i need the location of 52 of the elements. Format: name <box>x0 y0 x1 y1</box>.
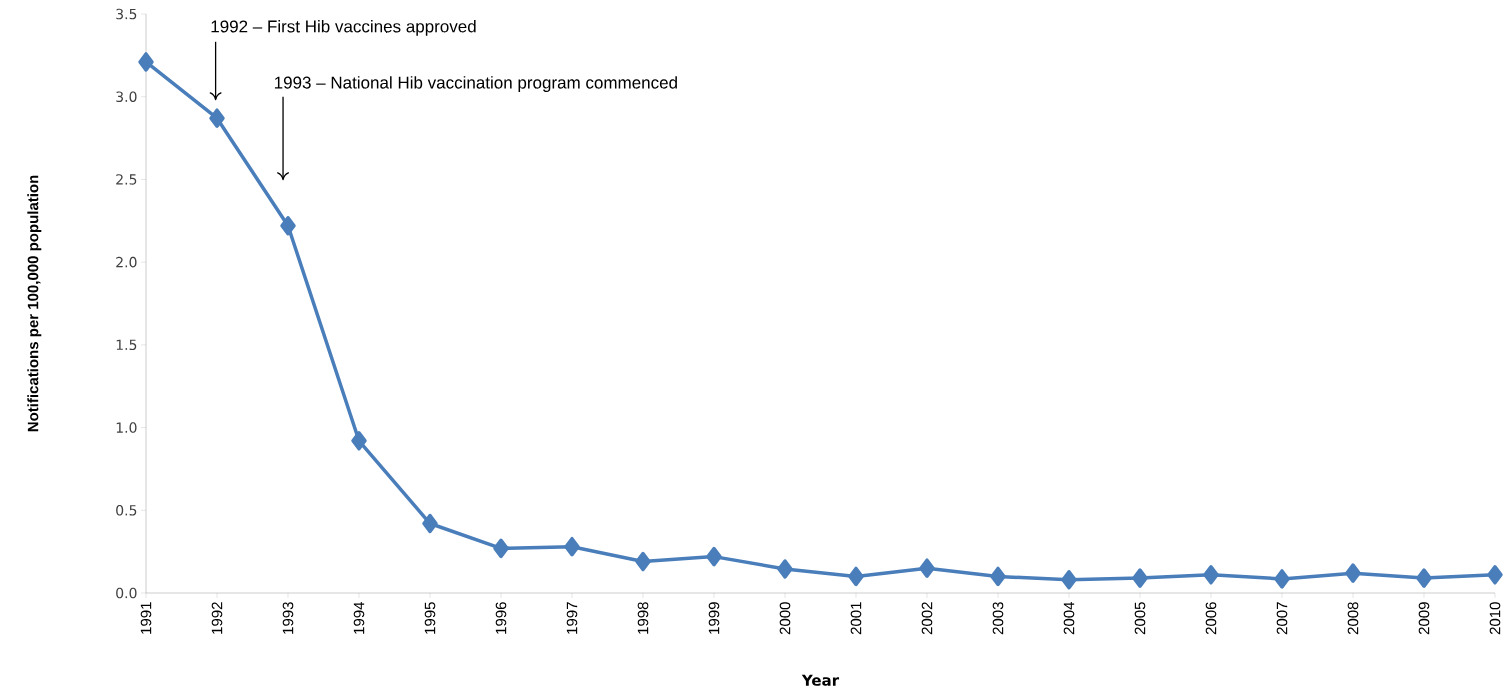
point <box>280 216 296 236</box>
point <box>1416 568 1432 588</box>
y-tick-label: 2.0 <box>116 256 137 268</box>
x-tick-label: 1994 <box>353 601 365 634</box>
x-tick-label: 1992 <box>211 602 223 634</box>
point <box>1487 565 1503 585</box>
x-tick-label: 2007 <box>1276 602 1288 635</box>
annotation: 1993 – National Hib vaccination program commenced <box>274 76 677 92</box>
point <box>564 536 580 557</box>
x-tick-label: 1993 <box>282 602 294 634</box>
point <box>1274 569 1290 589</box>
point <box>1132 568 1148 588</box>
point <box>493 538 509 559</box>
y-tick-label: 1.0 <box>116 422 137 433</box>
y-tick-label: 0.5 <box>116 504 137 516</box>
x-tick-label: 1997 <box>566 602 578 634</box>
point <box>635 551 651 572</box>
x-tick-label: 2010 <box>1489 602 1501 635</box>
point <box>1203 565 1219 585</box>
y-tick-label: 0.0 <box>116 587 137 599</box>
y-axis-title: Notifications per 100,000 population <box>27 175 42 432</box>
x-tick-label: 2008 <box>1347 602 1359 635</box>
point <box>990 566 1006 587</box>
point <box>777 559 793 579</box>
annotation: 1992 – First Hib vaccines approved <box>211 19 476 36</box>
x-tick-label: 2006 <box>1205 602 1217 635</box>
y-tick-label: 3.0 <box>116 91 137 103</box>
x-tick-label: 1996 <box>495 602 507 634</box>
point <box>706 546 722 567</box>
x-tick-label: 2003 <box>992 602 1004 635</box>
x-tick-label: 1991 <box>140 602 152 634</box>
x-tick-label: 1999 <box>708 602 720 634</box>
point <box>1345 563 1361 583</box>
x-tick-label: 2000 <box>779 602 791 635</box>
point <box>138 52 154 72</box>
x-axis-title: Year <box>801 674 840 686</box>
y-tick-label: 3.5 <box>116 8 137 20</box>
y-tick-label: 1.5 <box>116 339 137 351</box>
x-tick-label: 2005 <box>1134 602 1146 635</box>
point <box>351 431 367 451</box>
x-tick-label: 1998 <box>637 602 649 634</box>
point <box>422 513 438 534</box>
x-tick-label: 2001 <box>850 602 862 635</box>
point <box>1061 570 1077 590</box>
x-tick-label: 2009 <box>1418 602 1430 635</box>
point <box>209 108 225 128</box>
x-tick-label: 1995 <box>424 602 436 634</box>
x-tick-label: 2002 <box>921 602 933 635</box>
point <box>848 566 864 587</box>
y-tick-label: 2.5 <box>116 174 137 185</box>
x-tick-label: 2004 <box>1063 601 1075 635</box>
point <box>919 558 935 578</box>
